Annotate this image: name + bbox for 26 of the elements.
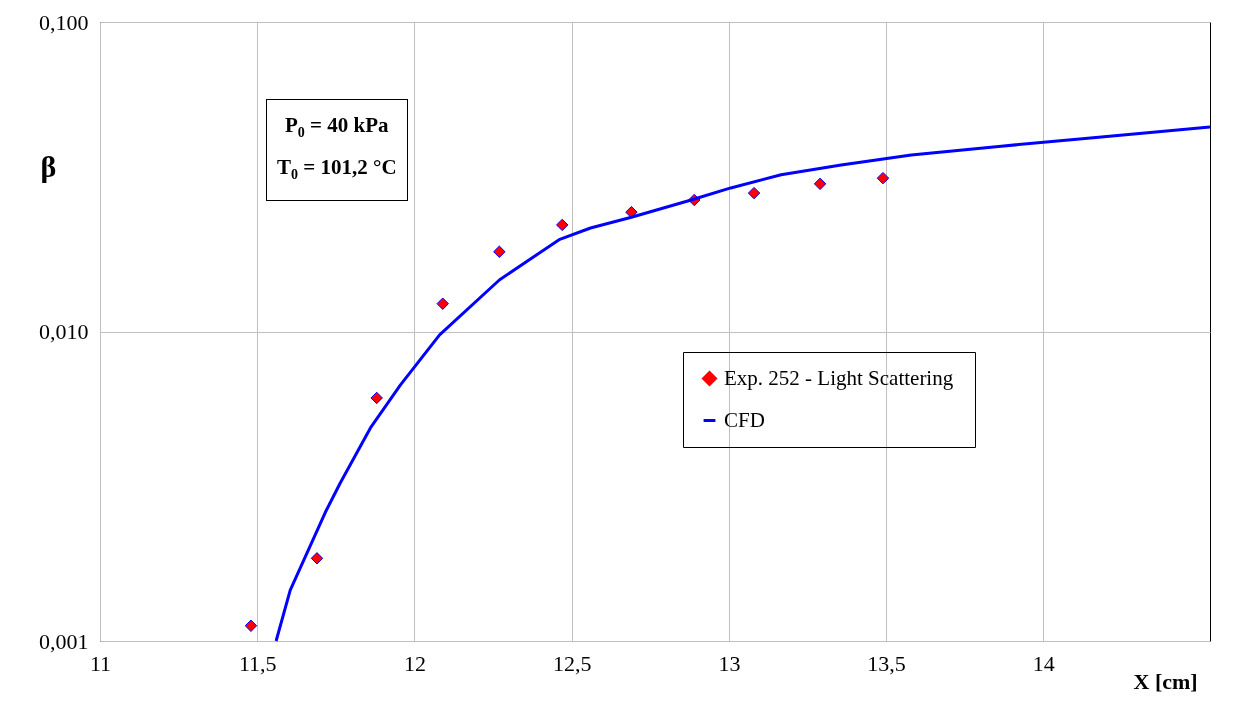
point bbox=[625, 205, 638, 219]
x-tick-label: 12,5 bbox=[552, 650, 592, 676]
legend-label: Exp. 252 - Light Scattering bbox=[724, 365, 954, 390]
point bbox=[493, 245, 506, 258]
x-tick-label: 11,5 bbox=[238, 650, 277, 676]
legend-label: CFD bbox=[724, 407, 765, 432]
x-tick-label: 13,5 bbox=[867, 650, 906, 676]
point bbox=[244, 619, 258, 632]
point bbox=[813, 177, 827, 191]
point bbox=[436, 297, 449, 310]
y-tick-label: 0,100 bbox=[39, 9, 89, 35]
x-tick-label: 11 bbox=[89, 650, 112, 676]
point bbox=[370, 391, 383, 405]
x-tick-label: 14 bbox=[1032, 650, 1055, 676]
y-axis-title: β bbox=[40, 149, 57, 183]
x-axis-title: X [cm] bbox=[1133, 668, 1198, 694]
y-tick-label: 0,001 bbox=[39, 628, 89, 654]
point bbox=[310, 552, 324, 565]
point bbox=[876, 171, 890, 185]
point bbox=[747, 186, 761, 200]
annotation: T$_{0}$ = 101,2 °C bbox=[277, 155, 397, 183]
x-tick-label: 12 bbox=[403, 650, 426, 676]
annotation: P$_{0}$ = 40 kPa bbox=[284, 113, 389, 141]
point bbox=[556, 218, 569, 232]
y-tick-label: 0,010 bbox=[39, 319, 89, 344]
x-tick-label: 13 bbox=[718, 650, 741, 676]
